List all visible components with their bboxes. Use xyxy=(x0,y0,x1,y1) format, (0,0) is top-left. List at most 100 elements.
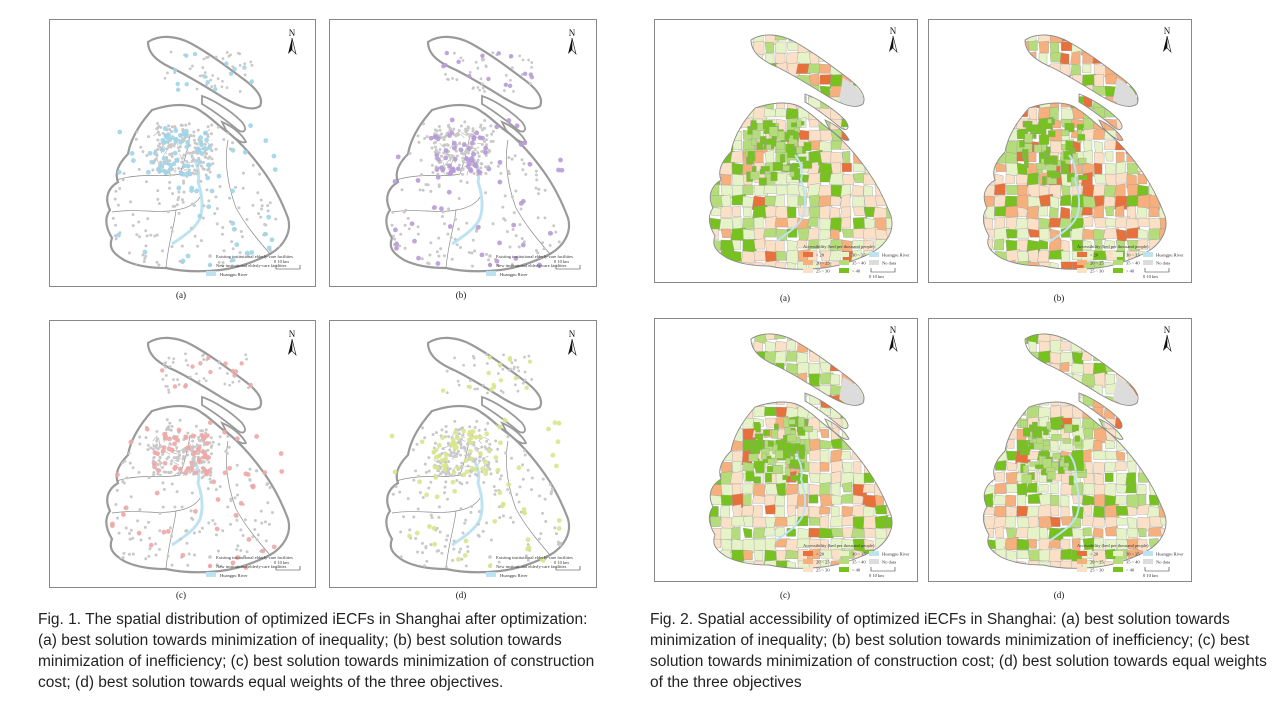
fig1-legend-3: Existing institutional elderly-care faci… xyxy=(486,555,573,578)
legend-label: 20 ~ 25 xyxy=(816,261,830,266)
fig1-legend-0: Existing institutional elderly-care faci… xyxy=(206,254,293,277)
legend-label: < 20 xyxy=(816,253,825,258)
fig2-north-3-n: N xyxy=(1164,325,1171,335)
fig1-label-d: (d) xyxy=(455,590,467,600)
fig1-panel-a: N Existing institutional elderly-care fac… xyxy=(49,19,316,287)
legend-swatch xyxy=(1113,551,1123,556)
fig1-north-2-n: N xyxy=(289,329,296,339)
scale-bar-label: 0 10 km xyxy=(554,560,569,565)
legend-swatch xyxy=(869,252,879,257)
fig1-north-0-arrow-icon xyxy=(288,38,292,54)
legend-label: 30 ~ 35 xyxy=(1126,552,1140,557)
legend-label: > 40 xyxy=(1126,568,1135,573)
legend-swatch xyxy=(1143,260,1153,265)
legend-swatch xyxy=(803,551,813,556)
fig1-north-3-n: N xyxy=(569,329,576,339)
fig2-north-3-arrow-icon xyxy=(1163,335,1167,351)
scale-bar-label: 0 10 km xyxy=(274,259,289,264)
fig1-map-0: N Existing institutional elderly-care fac… xyxy=(105,28,301,277)
legend-swatch xyxy=(1077,268,1087,273)
legend-swatch xyxy=(839,260,849,265)
legend-label: 20 ~ 25 xyxy=(816,560,830,565)
legend-swatch xyxy=(869,260,879,265)
legend-label: No data xyxy=(882,560,896,565)
svg-text:Huangpu River: Huangpu River xyxy=(500,573,528,578)
legend-title: Accessibility (bed per thousand people) xyxy=(1077,244,1149,249)
fig1-north-2-arrow-icon xyxy=(288,339,292,355)
legend-label: 30 ~ 35 xyxy=(852,253,866,258)
svg-text:New institutional elderly-care: New institutional elderly-care facilitie… xyxy=(496,564,567,569)
fig1-panel-b: N Existing institutional elderly-care fac… xyxy=(329,19,597,287)
legend-title: Accessibility (bed per thousand people) xyxy=(803,543,875,548)
svg-text:Huangpu River: Huangpu River xyxy=(500,272,528,277)
scale-bar-label: 0 10 km xyxy=(869,573,884,578)
legend-swatch xyxy=(1077,567,1087,572)
svg-text:Existing institutional elderly: Existing institutional elderly-care faci… xyxy=(496,254,573,259)
legend-label: 25 ~ 30 xyxy=(816,269,830,274)
svg-text:Existing institutional elderly: Existing institutional elderly-care faci… xyxy=(216,254,293,259)
fig2-label-d: (d) xyxy=(1053,590,1065,600)
legend-swatch xyxy=(803,260,813,265)
scale-bar-label: 0 10 km xyxy=(554,259,569,264)
fig2-map-3: N Accessibility (bed per thousand people)… xyxy=(982,325,1184,578)
legend-title: Accessibility (bed per thousand people) xyxy=(1077,543,1149,548)
fig2-legend-0: Accessibility (bed per thousand people) <… xyxy=(803,244,910,274)
fig2-label-b: (b) xyxy=(1053,293,1065,303)
legend-swatch xyxy=(1113,268,1123,273)
legend-label: 30 ~ 35 xyxy=(1126,253,1140,258)
scale-bar-label: 0 10 km xyxy=(1143,573,1158,578)
fig1-map-3: N Existing institutional elderly-care fac… xyxy=(385,329,581,578)
legend-swatch xyxy=(1077,559,1087,564)
scale-bar-label: 0 10 km xyxy=(869,274,884,279)
fig2-panel-a: N Accessibility (bed per thousand people)… xyxy=(654,19,918,283)
svg-text:Huangpu River: Huangpu River xyxy=(220,573,248,578)
legend-swatch xyxy=(1113,260,1123,265)
fig1-label-a: (a) xyxy=(176,290,186,300)
legend-label: 35 ~ 40 xyxy=(852,560,866,565)
legend-label: > 40 xyxy=(1126,269,1135,274)
fig2-panel-b: N Accessibility (bed per thousand people)… xyxy=(928,19,1192,283)
legend-label: Huangpu River xyxy=(882,253,910,258)
legend-label: Huangpu River xyxy=(1156,253,1184,258)
fig1-map-1: N Existing institutional elderly-care fac… xyxy=(385,28,581,277)
legend-label: No data xyxy=(1156,261,1170,266)
fig2-panel-c: N Accessibility (bed per thousand people)… xyxy=(654,318,918,582)
svg-text:New institutional elderly-care: New institutional elderly-care facilitie… xyxy=(496,263,567,268)
legend-swatch xyxy=(839,559,849,564)
legend-swatch xyxy=(803,252,813,257)
legend-swatch xyxy=(839,268,849,273)
svg-text:Existing institutional elderly: Existing institutional elderly-care faci… xyxy=(496,555,573,560)
fig1-caption: Fig. 1. The spatial distribution of opti… xyxy=(38,611,595,691)
svg-text:Existing institutional elderly: Existing institutional elderly-care faci… xyxy=(216,555,293,560)
fig2-north-0-arrow-icon xyxy=(889,36,893,52)
legend-label: 35 ~ 40 xyxy=(1126,560,1140,565)
fig1-label-c: (c) xyxy=(176,590,186,600)
legend-label: 20 ~ 25 xyxy=(1090,560,1104,565)
legend-label: 25 ~ 30 xyxy=(816,568,830,573)
fig1-panel-c: N Existing institutional elderly-care fac… xyxy=(49,320,316,588)
legend-swatch xyxy=(1077,551,1087,556)
fig1-north-1-n: N xyxy=(569,28,576,38)
legend-label: 25 ~ 30 xyxy=(1090,269,1104,274)
legend-label: < 20 xyxy=(1090,552,1099,557)
fig2-map-2: N Accessibility (bed per thousand people)… xyxy=(708,325,910,578)
legend-swatch xyxy=(1077,260,1087,265)
fig1-north-0-n: N xyxy=(289,28,296,38)
new-facility-points xyxy=(109,355,285,570)
scale-bar-label: 0 10 km xyxy=(274,560,289,565)
legend-swatch xyxy=(1143,559,1153,564)
legend-swatch xyxy=(1143,252,1153,257)
legend-swatch xyxy=(1077,252,1087,257)
fig2-caption: Fig. 2. Spatial accessibility of optimiz… xyxy=(650,611,1267,691)
new-facility-points xyxy=(116,51,278,264)
legend-swatch xyxy=(869,559,879,564)
fig1-map-2: N Existing institutional elderly-care fac… xyxy=(105,329,301,578)
fig2-legend-3: Accessibility (bed per thousand people) <… xyxy=(1077,543,1184,573)
fig1-label-b: (b) xyxy=(455,290,467,300)
legend-title: Accessibility (bed per thousand people) xyxy=(803,244,875,249)
fig1-north-1-arrow-icon xyxy=(568,38,572,54)
fig2-label-c: (c) xyxy=(780,590,790,600)
legend-label: < 20 xyxy=(1090,253,1099,258)
fig2-map-0: N Accessibility (bed per thousand people)… xyxy=(708,26,910,279)
fig1-legend-1: Existing institutional elderly-care faci… xyxy=(486,254,573,277)
